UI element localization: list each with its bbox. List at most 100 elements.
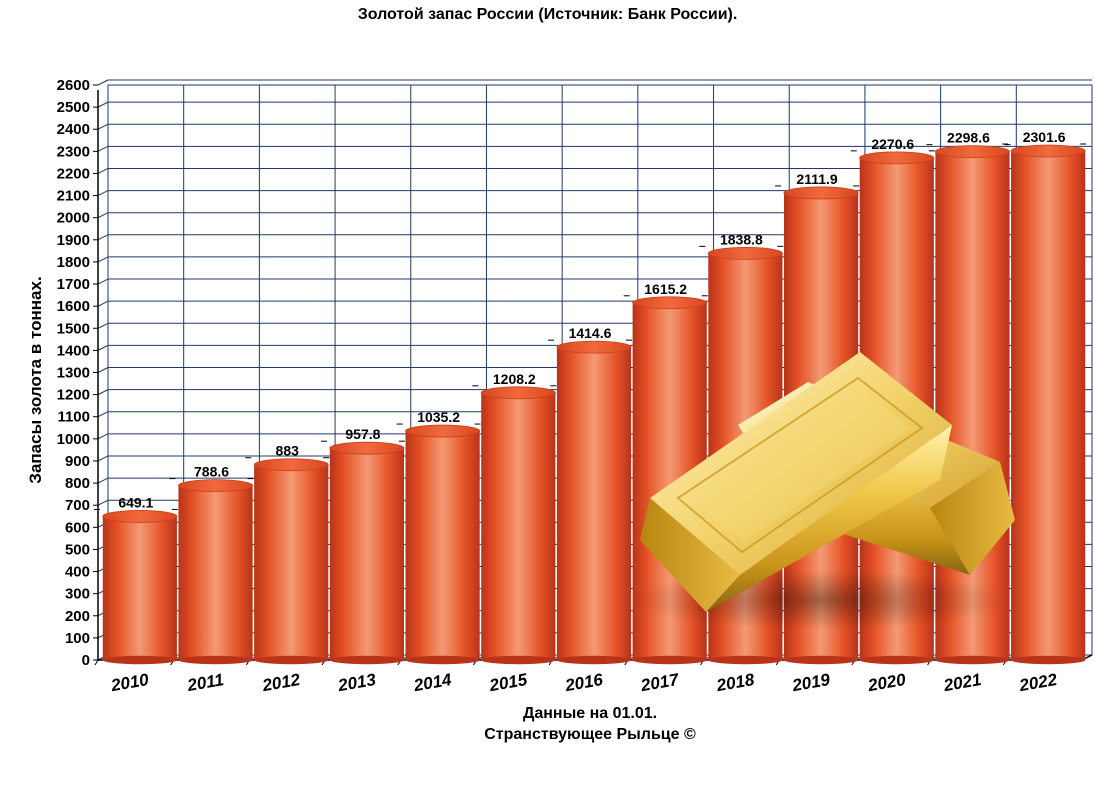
bar-body <box>254 464 329 660</box>
y-tick-label: 900 <box>65 453 90 470</box>
bar-base <box>1011 655 1086 665</box>
gridline-depth <box>97 367 109 373</box>
bar-base <box>254 655 329 665</box>
gridline-depth <box>97 411 109 418</box>
y-tick-label: 1400 <box>57 342 90 359</box>
bar-body <box>329 448 405 660</box>
bar-2016 <box>556 340 632 665</box>
data-labels: 649.1 788.6 883 957.8 1035.2 1208.2 1414.6 1615… <box>93 129 1087 510</box>
bar-base <box>178 655 253 665</box>
bar-base <box>859 655 934 665</box>
data-label: 1208.2 <box>493 371 536 387</box>
data-label: 2301.6 <box>1023 129 1066 145</box>
data-label: 1414.6 <box>569 325 612 341</box>
chart-note-author: Странствующее Рыльце © <box>484 726 696 743</box>
bar-cap <box>632 296 708 310</box>
chart-note-date: Данные на 01.01. <box>522 705 658 722</box>
x-tick-label: 2019 <box>790 670 832 696</box>
y-tick-label: 2600 <box>57 77 90 94</box>
data-label: 957.8 <box>345 426 380 442</box>
bar-cap <box>178 479 254 492</box>
data-label: 883 <box>276 443 300 459</box>
bar-cap <box>859 151 935 165</box>
y-tick-label: 200 <box>65 608 90 625</box>
x-tick-label: 2011 <box>185 670 225 695</box>
gridline-depth <box>97 123 109 130</box>
x-tick-label: 2022 <box>1017 670 1059 696</box>
y-tick-label: 700 <box>65 497 90 514</box>
gridline-depth <box>97 433 109 440</box>
bar-2022 <box>1010 144 1086 665</box>
y-tick-label: 300 <box>65 586 90 603</box>
y-tick-label: 2300 <box>57 143 90 160</box>
gridline-depth <box>97 256 109 263</box>
bar-body <box>935 151 1010 660</box>
y-tick-label: 1000 <box>57 431 90 448</box>
data-label: 1615.2 <box>644 281 687 297</box>
x-tick-mark <box>94 659 99 666</box>
bar-body <box>178 485 253 660</box>
bar-2010 <box>102 510 178 665</box>
chart-title: Золотой запас России (Источник: Банк Рос… <box>357 6 738 23</box>
data-label: 649.1 <box>118 494 153 510</box>
x-tick-label: 2013 <box>336 670 378 696</box>
bar-base <box>556 655 632 665</box>
y-tick-label: 2200 <box>57 165 90 182</box>
y-tick-label: 600 <box>65 519 90 536</box>
x-tick-label: 2012 <box>260 670 302 696</box>
bar-cap <box>934 145 1010 159</box>
bar-cap <box>102 510 178 523</box>
gridline-depth <box>97 389 109 396</box>
y-tick-label: 100 <box>65 630 90 647</box>
y-tick-label: 2500 <box>57 99 90 116</box>
y-tick-label: 1500 <box>57 320 90 337</box>
gridline-depth <box>97 145 109 152</box>
bar-body <box>1011 150 1086 660</box>
bar-2013 <box>329 441 405 665</box>
bar-body <box>481 392 556 660</box>
bar-2021 <box>934 145 1010 665</box>
y-tick-label: 1200 <box>57 387 90 404</box>
x-tick-label: 2014 <box>411 670 453 696</box>
bar-cap <box>480 386 556 400</box>
y-tick-label: 2000 <box>57 210 90 227</box>
bar-2012 <box>253 458 329 665</box>
bar-base <box>632 655 707 665</box>
bar-base <box>783 655 859 665</box>
bar-cap <box>329 441 405 455</box>
gridline-depth <box>97 278 109 285</box>
bar-base <box>102 655 177 665</box>
bar-base <box>481 655 556 665</box>
y-tick-label: 400 <box>65 564 90 581</box>
bar-base <box>935 655 1010 665</box>
gridline-depth <box>97 344 109 351</box>
gridline-depth <box>97 101 109 108</box>
bar-cap <box>405 424 481 438</box>
bar-2011 <box>178 479 254 665</box>
gridline-depth <box>97 212 109 219</box>
bar-cap <box>707 246 783 260</box>
bar-cap <box>1010 144 1086 158</box>
gridline-depth <box>97 234 109 241</box>
y-tick-label: 0 <box>82 652 90 669</box>
bar-body <box>102 516 177 660</box>
y-tick-label: 2100 <box>57 188 90 205</box>
y-tick-label: 1300 <box>57 365 90 382</box>
gridline-depth <box>97 190 109 197</box>
bar-body <box>556 347 632 660</box>
x-tick-label: 2020 <box>866 670 908 696</box>
data-label: 2270.6 <box>871 136 914 152</box>
data-label: 788.6 <box>194 464 229 480</box>
y-tick-label: 2400 <box>57 121 90 138</box>
bar-base <box>329 655 405 665</box>
gridline-depth <box>97 322 109 329</box>
x-tick-label: 2015 <box>487 670 529 696</box>
x-tick-label: 2010 <box>109 670 151 696</box>
x-tick-label: 2016 <box>563 670 605 696</box>
gridline-depth <box>97 499 109 506</box>
y-tick-label: 1800 <box>57 254 90 271</box>
data-label: 2298.6 <box>947 130 990 146</box>
data-label: 1838.8 <box>720 231 763 247</box>
data-label: 1035.2 <box>417 409 460 425</box>
